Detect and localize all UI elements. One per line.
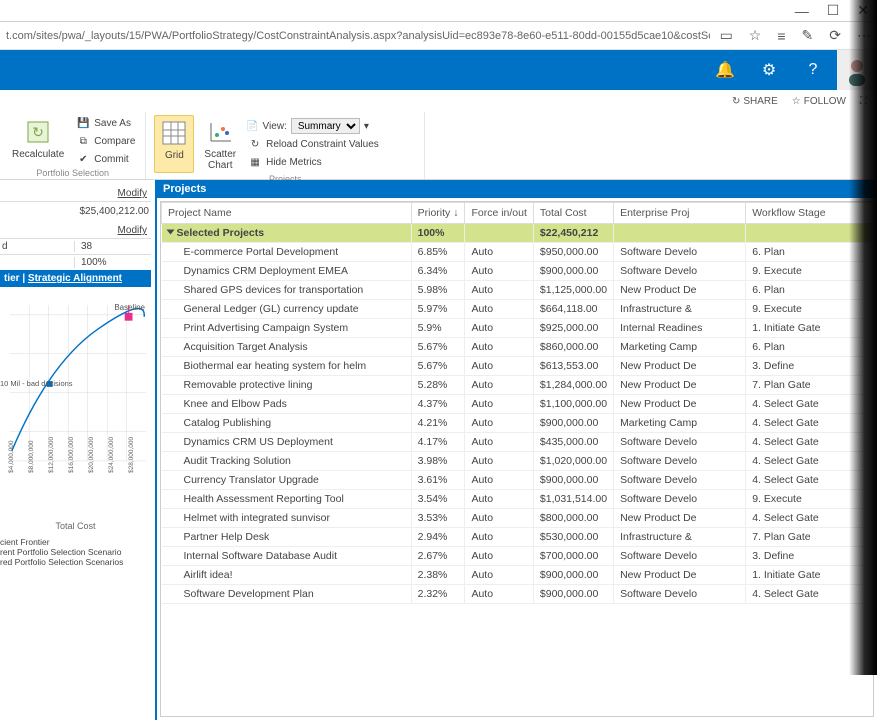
column-header[interactable]: Workflow Stage xyxy=(746,203,873,224)
help-icon: ? xyxy=(809,61,818,79)
project-row[interactable]: Software Development Plan 2.32%Auto $900… xyxy=(162,585,873,604)
projects-grid[interactable]: Project NamePriority ↓Force in/outTotal … xyxy=(160,201,874,717)
save-as-button[interactable]: 💾Save As xyxy=(74,115,137,131)
view-dropdown[interactable]: Summary xyxy=(291,118,360,134)
notifications-button[interactable]: 🔔 xyxy=(703,50,747,90)
view-selector: 📄 View: Summary ▾ xyxy=(246,118,416,134)
commit-button[interactable]: ✔Commit xyxy=(74,151,137,167)
compare-button[interactable]: ⧉Compare xyxy=(74,133,137,149)
more-icon[interactable]: ⋯ xyxy=(857,27,871,44)
project-row[interactable]: E-commerce Portal Development 6.85%Auto … xyxy=(162,243,873,262)
sync-icon: ↻ xyxy=(732,96,740,107)
follow-button[interactable]: ☆FOLLOW xyxy=(792,96,846,107)
stat-value: 100% xyxy=(74,257,107,268)
close-button[interactable]: ✕ xyxy=(857,2,869,19)
total-cost-value: $25,400,212.00 xyxy=(79,206,149,217)
window-controls: — ☐ ✕ xyxy=(0,0,877,22)
recalculate-icon: ↻ xyxy=(23,117,53,147)
hide-metrics-button[interactable]: ▦Hide Metrics xyxy=(246,154,416,170)
hide-icon: ▦ xyxy=(248,155,262,169)
marker-label: 10 Mil - bad decisions xyxy=(0,379,73,388)
bell-icon: 🔔 xyxy=(715,60,735,80)
selected-projects-row[interactable]: Selected Projects 100% $22,450,212 xyxy=(162,224,873,243)
maximize-button[interactable]: ☐ xyxy=(827,2,840,19)
note-icon[interactable]: ✎ xyxy=(802,27,814,44)
column-header[interactable]: Priority ↓ xyxy=(411,203,465,224)
ribbon-group-projects: Grid Scatter Chart 📄 View: Summary ▾ ↻Re… xyxy=(146,112,425,179)
ribbon: ↻ Recalculate 💾Save As ⧉Compare ✔Commit … xyxy=(0,112,877,180)
column-header[interactable]: Total Cost xyxy=(533,203,613,224)
project-row[interactable]: Knee and Elbow Pads 4.37%Auto $1,100,000… xyxy=(162,395,873,414)
favorite-icon[interactable]: ☆ xyxy=(749,27,762,44)
hub-icon[interactable]: ≡ xyxy=(777,28,785,44)
project-row[interactable]: Airlift idea! 2.38%Auto $900,000.00New P… xyxy=(162,566,873,585)
project-row[interactable]: Dynamics CRM Deployment EMEA 6.34%Auto $… xyxy=(162,262,873,281)
sync-button[interactable]: ↻SHARE xyxy=(732,96,778,107)
stat-value: 38 xyxy=(74,241,92,252)
chart-xlabel: Total Cost xyxy=(0,521,151,531)
project-row[interactable]: Internal Software Database Audit 2.67%Au… xyxy=(162,547,873,566)
metrics-panel: Modify $25,400,212.00 Modify d38 100% ti… xyxy=(0,180,155,720)
project-row[interactable]: Shared GPS devices for transportation 5.… xyxy=(162,281,873,300)
grid-icon xyxy=(159,118,189,148)
address-bar: t.com/sites/pwa/_layouts/15/PWA/Portfoli… xyxy=(0,22,877,50)
modify-link[interactable]: Modify xyxy=(118,225,147,236)
column-header[interactable]: Force in/out xyxy=(465,203,533,224)
column-header[interactable]: Enterprise Proj xyxy=(614,203,746,224)
project-row[interactable]: Health Assessment Reporting Tool 3.54%Au… xyxy=(162,490,873,509)
page-actions-bar: ↻SHARE ☆FOLLOW ⛶ xyxy=(0,90,877,112)
project-row[interactable]: Catalog Publishing 4.21%Auto $900,000.00… xyxy=(162,414,873,433)
project-row[interactable]: Acquisition Target Analysis 5.67%Auto $8… xyxy=(162,338,873,357)
grid-button[interactable]: Grid xyxy=(154,115,194,173)
tab-frontier[interactable]: tier xyxy=(4,273,20,284)
project-row[interactable]: Removable protective lining 5.28%Auto $1… xyxy=(162,376,873,395)
commit-icon: ✔ xyxy=(76,152,90,166)
projects-header: Projects xyxy=(157,180,877,198)
baseline-label: Baseline xyxy=(114,303,145,312)
tab-strategic-alignment[interactable]: Strategic Alignment xyxy=(28,273,122,284)
recalculate-button[interactable]: ↻ Recalculate xyxy=(8,115,68,167)
chart-legend: cient Frontier rent Portfolio Selection … xyxy=(0,537,151,568)
settings-button[interactable]: ⚙ xyxy=(747,50,791,90)
view-dropdown-caret-icon[interactable]: ▾ xyxy=(364,121,369,132)
view-icon: 📄 xyxy=(246,121,258,132)
scatter-icon xyxy=(205,117,235,147)
fullscreen-button[interactable]: ⛶ xyxy=(860,96,867,107)
column-header[interactable]: Project Name xyxy=(162,203,412,224)
star-icon: ☆ xyxy=(792,96,801,107)
reload-icon: ↻ xyxy=(248,137,262,151)
ribbon-group-portfolio: ↻ Recalculate 💾Save As ⧉Compare ✔Commit … xyxy=(0,112,146,179)
ribbon-group-label: Portfolio Selection xyxy=(8,167,137,178)
project-row[interactable]: Dynamics CRM US Deployment 4.17%Auto $43… xyxy=(162,433,873,452)
reload-constraints-button[interactable]: ↻Reload Constraint Values xyxy=(246,136,416,152)
project-row[interactable]: Helmet with integrated sunvisor 3.53%Aut… xyxy=(162,509,873,528)
chart-tabs: tier | Strategic Alignment xyxy=(0,270,151,287)
content-area: Modify $25,400,212.00 Modify d38 100% ti… xyxy=(0,180,877,720)
svg-text:↻: ↻ xyxy=(32,124,44,140)
stat-label: d xyxy=(2,241,74,252)
compare-icon: ⧉ xyxy=(76,134,90,148)
gear-icon: ⚙ xyxy=(762,60,776,80)
save-icon: 💾 xyxy=(76,116,90,130)
user-avatar[interactable] xyxy=(837,50,877,90)
project-row[interactable]: Audit Tracking Solution 3.98%Auto $1,020… xyxy=(162,452,873,471)
fullscreen-icon: ⛶ xyxy=(860,96,867,107)
scatter-chart-button[interactable]: Scatter Chart xyxy=(200,115,240,173)
modify-link[interactable]: Modify xyxy=(118,188,147,199)
reading-view-icon[interactable]: ▭ xyxy=(720,27,733,44)
chart-xtick: $28,000,000 xyxy=(128,453,155,473)
project-row[interactable]: Partner Help Desk 2.94%Auto $530,000.00I… xyxy=(162,528,873,547)
projects-panel: Projects Project NamePriority ↓Force in/… xyxy=(155,180,877,720)
minimize-button[interactable]: — xyxy=(795,3,809,19)
suite-bar: 🔔 ⚙ ? xyxy=(0,50,877,90)
project-row[interactable]: Currency Translator Upgrade 3.61%Auto $9… xyxy=(162,471,873,490)
share-icon[interactable]: ⟳ xyxy=(829,27,841,44)
project-row[interactable]: General Ledger (GL) currency update 5.97… xyxy=(162,300,873,319)
project-row[interactable]: Print Advertising Campaign System 5.9%Au… xyxy=(162,319,873,338)
url-text[interactable]: t.com/sites/pwa/_layouts/15/PWA/Portfoli… xyxy=(6,30,710,42)
help-button[interactable]: ? xyxy=(791,50,835,90)
project-row[interactable]: Biothermal ear heating system for helm 5… xyxy=(162,357,873,376)
